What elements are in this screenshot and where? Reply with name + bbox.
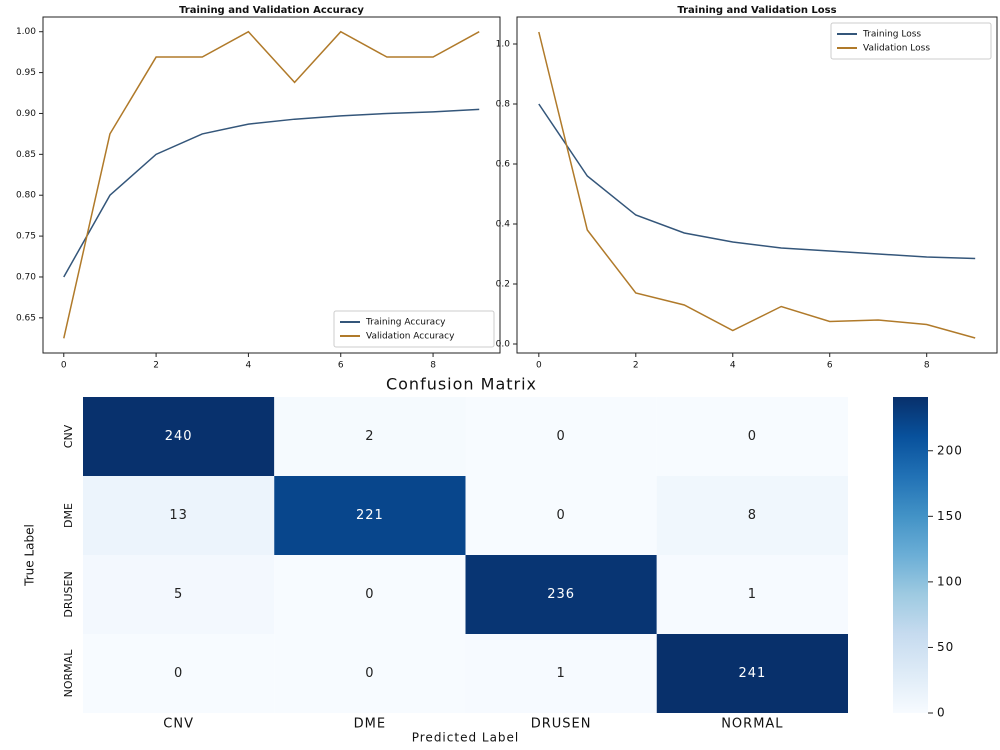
y-tick-label: 0.80 — [16, 191, 36, 201]
legend-label: Training Loss — [862, 30, 921, 40]
colorbar-tick-label: 100 — [937, 574, 963, 588]
y-tick-label: 0.2 — [496, 280, 510, 290]
x-tick-label: DME — [354, 717, 386, 732]
x-tick-label: 2 — [153, 361, 159, 371]
y-tick-label: 0.85 — [16, 150, 36, 160]
x-tick-label: 6 — [827, 361, 833, 371]
legend-label: Training Accuracy — [365, 318, 446, 328]
legend-box — [333, 310, 495, 348]
cell-label: 0 — [556, 429, 565, 444]
series-line — [63, 108, 480, 278]
heatmap-cell — [83, 555, 275, 634]
legend: Training Accuracy Validation Accuracy — [333, 310, 495, 348]
y-tick-label: 0.75 — [16, 232, 36, 242]
x-tick-label: 4 — [246, 361, 252, 371]
y-tick-label: 0.70 — [16, 272, 36, 282]
x-tick-label: 4 — [730, 361, 736, 371]
chart-title: Training and Validation Loss — [677, 5, 836, 16]
cell-label: 236 — [547, 587, 575, 602]
colorbar-tick-label: 50 — [937, 640, 954, 654]
y-tick-label: DRUSEN — [62, 571, 75, 617]
y-tick-label: 1.00 — [16, 27, 36, 37]
cell-label: 0 — [365, 666, 374, 681]
heatmap-cell — [656, 555, 848, 634]
heatmap-cell — [83, 476, 275, 555]
colorbar-tick-label: 150 — [937, 509, 963, 523]
cell-label: 5 — [174, 587, 183, 602]
heatmap-cell — [83, 397, 275, 476]
y-tick-label: 0.6 — [496, 160, 511, 170]
cell-label: 8 — [748, 508, 757, 523]
y-tick-label: 0.95 — [16, 68, 36, 78]
x-tick-label: 0 — [61, 361, 67, 371]
x-tick-label: CNV — [163, 717, 194, 732]
heatmap-cell — [656, 476, 848, 555]
heatmap-cell — [274, 397, 466, 476]
legend-box — [830, 22, 992, 60]
plot-frame — [42, 16, 501, 354]
cell-label: 0 — [365, 587, 374, 602]
x-tick-label: 8 — [924, 361, 930, 371]
cell-label: 241 — [738, 666, 766, 681]
heatmap-cell — [465, 634, 657, 713]
plot-frame — [516, 16, 998, 354]
cell-label: 0 — [748, 429, 757, 444]
y-tick-label: 0.8 — [496, 100, 511, 110]
chart-title: Training and Validation Accuracy — [179, 5, 364, 16]
cell-label: 0 — [174, 666, 183, 681]
series-line — [538, 103, 976, 260]
legend-label: Validation Accuracy — [366, 332, 455, 342]
heatmap-cell — [465, 476, 657, 555]
heatmap-cell — [274, 634, 466, 713]
heatmap-cell — [465, 397, 657, 476]
series-line — [538, 31, 976, 339]
x-tick-label: NORMAL — [721, 717, 783, 732]
x-axis-label: Predicted Label — [412, 731, 520, 745]
heatmap-cell — [465, 555, 657, 634]
chart-title: Confusion Matrix — [386, 375, 537, 394]
y-tick-label: 0.65 — [16, 313, 36, 323]
cell-label: 1 — [748, 587, 757, 602]
x-tick-label: 2 — [633, 361, 639, 371]
colorbar-tick-label: 200 — [937, 443, 963, 457]
x-tick-label: 8 — [430, 361, 436, 371]
heatmap-cell — [656, 397, 848, 476]
colorbar — [893, 397, 928, 713]
legend: Training Loss Validation Loss — [830, 22, 992, 60]
heatmap-cell — [274, 476, 466, 555]
heatmap-cell — [656, 634, 848, 713]
x-tick-label: 0 — [536, 361, 542, 371]
cell-label: 2 — [365, 429, 374, 444]
cell-label: 1 — [556, 666, 565, 681]
legend-label: Validation Loss — [863, 44, 930, 54]
x-tick-label: DRUSEN — [531, 717, 592, 732]
y-tick-label: 0.4 — [496, 220, 511, 230]
y-tick-label: 0.0 — [496, 340, 511, 350]
heatmap-cell — [83, 634, 275, 713]
cell-label: 13 — [169, 508, 188, 523]
y-axis-label: True Label — [23, 524, 37, 587]
y-tick-label: DME — [62, 503, 75, 528]
heatmap-cell — [274, 555, 466, 634]
cell-label: 0 — [556, 508, 565, 523]
cell-label: 221 — [356, 508, 384, 523]
cell-label: 240 — [165, 429, 193, 444]
series-line — [63, 30, 480, 339]
x-tick-label: 6 — [338, 361, 344, 371]
y-tick-label: NORMAL — [62, 649, 75, 698]
y-tick-label: 1.0 — [496, 40, 511, 50]
y-tick-label: CNV — [62, 424, 75, 448]
y-tick-label: 0.90 — [16, 109, 36, 119]
colorbar-tick-label: 0 — [937, 706, 946, 720]
